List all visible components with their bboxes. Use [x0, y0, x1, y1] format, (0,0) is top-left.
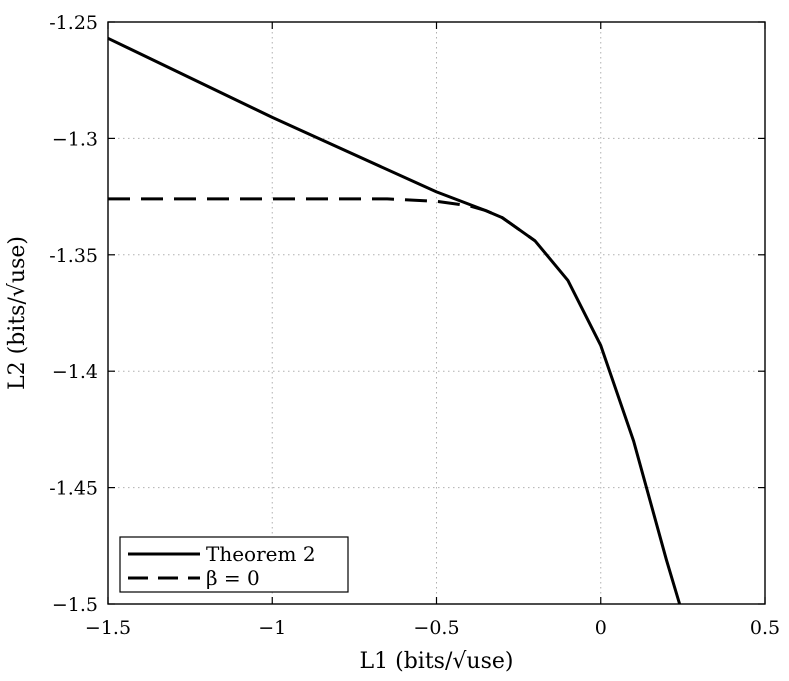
- y-tick-label: -1.25: [49, 12, 98, 34]
- grid: [108, 22, 765, 604]
- y-tick-label: -1.45: [49, 478, 98, 500]
- legend-label: Theorem 2: [206, 542, 316, 566]
- y-tick-label: −1.4: [52, 361, 98, 383]
- legend-label: β = 0: [206, 566, 260, 590]
- y-tick-label: −1.5: [52, 594, 98, 616]
- x-axis-label: L1 (bits/√use): [360, 649, 514, 674]
- y-tick-label: -1.35: [49, 245, 98, 267]
- x-tick-label: 0.5: [750, 617, 780, 639]
- x-tick-label: −1: [258, 617, 286, 639]
- ticks: −1.5 −1 −0.5 0 0.5 −1.5 -1.45 −1.4 -1.35 −1.3 -1.2…: [49, 12, 780, 639]
- series-beta-zero-line: [108, 197, 536, 243]
- y-tick-label: −1.3: [52, 128, 98, 150]
- legend: Theorem 2β = 0: [119, 536, 349, 593]
- x-tick-label: 0: [595, 617, 607, 639]
- y-axis-label: L2 (bits/√use): [5, 236, 30, 390]
- x-tick-label: −1.5: [85, 617, 131, 639]
- legend-box: [119, 536, 349, 593]
- series-group: [107, 36, 682, 605]
- series-theorem-2-line: [107, 36, 682, 605]
- x-tick-label: −0.5: [413, 617, 459, 639]
- axis-labels: L1 (bits/√use) L2 (bits/√use): [5, 236, 513, 674]
